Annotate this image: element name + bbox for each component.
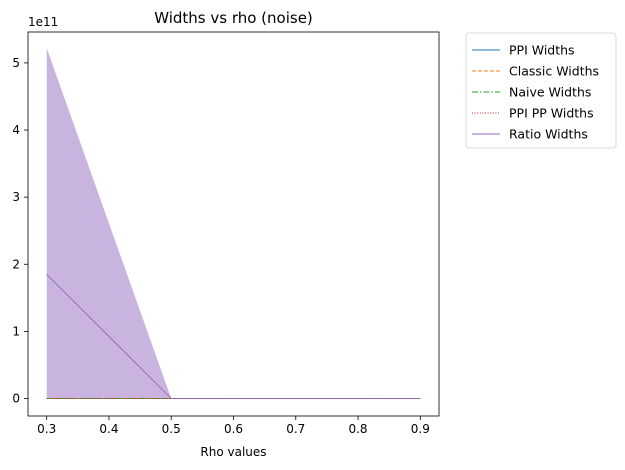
band-layer	[46, 48, 421, 399]
x-axis-ticks: 0.3 0.4 0.5 0.6 0.7 0.8 0.9	[37, 416, 430, 436]
legend-label-3: PPI PP Widths	[509, 106, 594, 121]
y-tick-label: 2	[12, 257, 20, 271]
y-axis-ticks: 0 1 2 3 4 5	[12, 56, 28, 406]
x-axis-label: Rho values	[200, 445, 266, 459]
y-tick-label: 4	[12, 123, 20, 137]
y-axis-offset-label: 1e11	[28, 15, 58, 29]
y-tick-label: 5	[12, 56, 20, 70]
legend-box	[465, 32, 617, 149]
x-tick-label: 0.4	[99, 422, 118, 436]
x-tick-label: 0.7	[286, 422, 305, 436]
x-tick-label: 0.6	[224, 422, 243, 436]
legend-label-0: PPI Widths	[509, 43, 575, 58]
y-tick-label: 1	[12, 324, 20, 338]
legend: PPI Widths Classic Widths Naive Widths PPI …	[465, 32, 617, 149]
series-line-4	[46, 274, 421, 399]
chart-title: Widths vs rho (noise)	[154, 9, 313, 27]
legend-label-1: Classic Widths	[509, 64, 599, 79]
series-layer	[46, 274, 421, 399]
y-tick-label: 0	[12, 392, 20, 406]
legend-label-2: Naive Widths	[509, 85, 591, 100]
x-tick-label: 0.8	[348, 422, 367, 436]
y-tick-label: 3	[12, 190, 20, 204]
band-4	[46, 48, 421, 399]
x-tick-label: 0.5	[162, 422, 181, 436]
legend-label-4: Ratio Widths	[509, 127, 588, 142]
x-tick-label: 0.9	[411, 422, 430, 436]
x-tick-label: 0.3	[37, 422, 56, 436]
